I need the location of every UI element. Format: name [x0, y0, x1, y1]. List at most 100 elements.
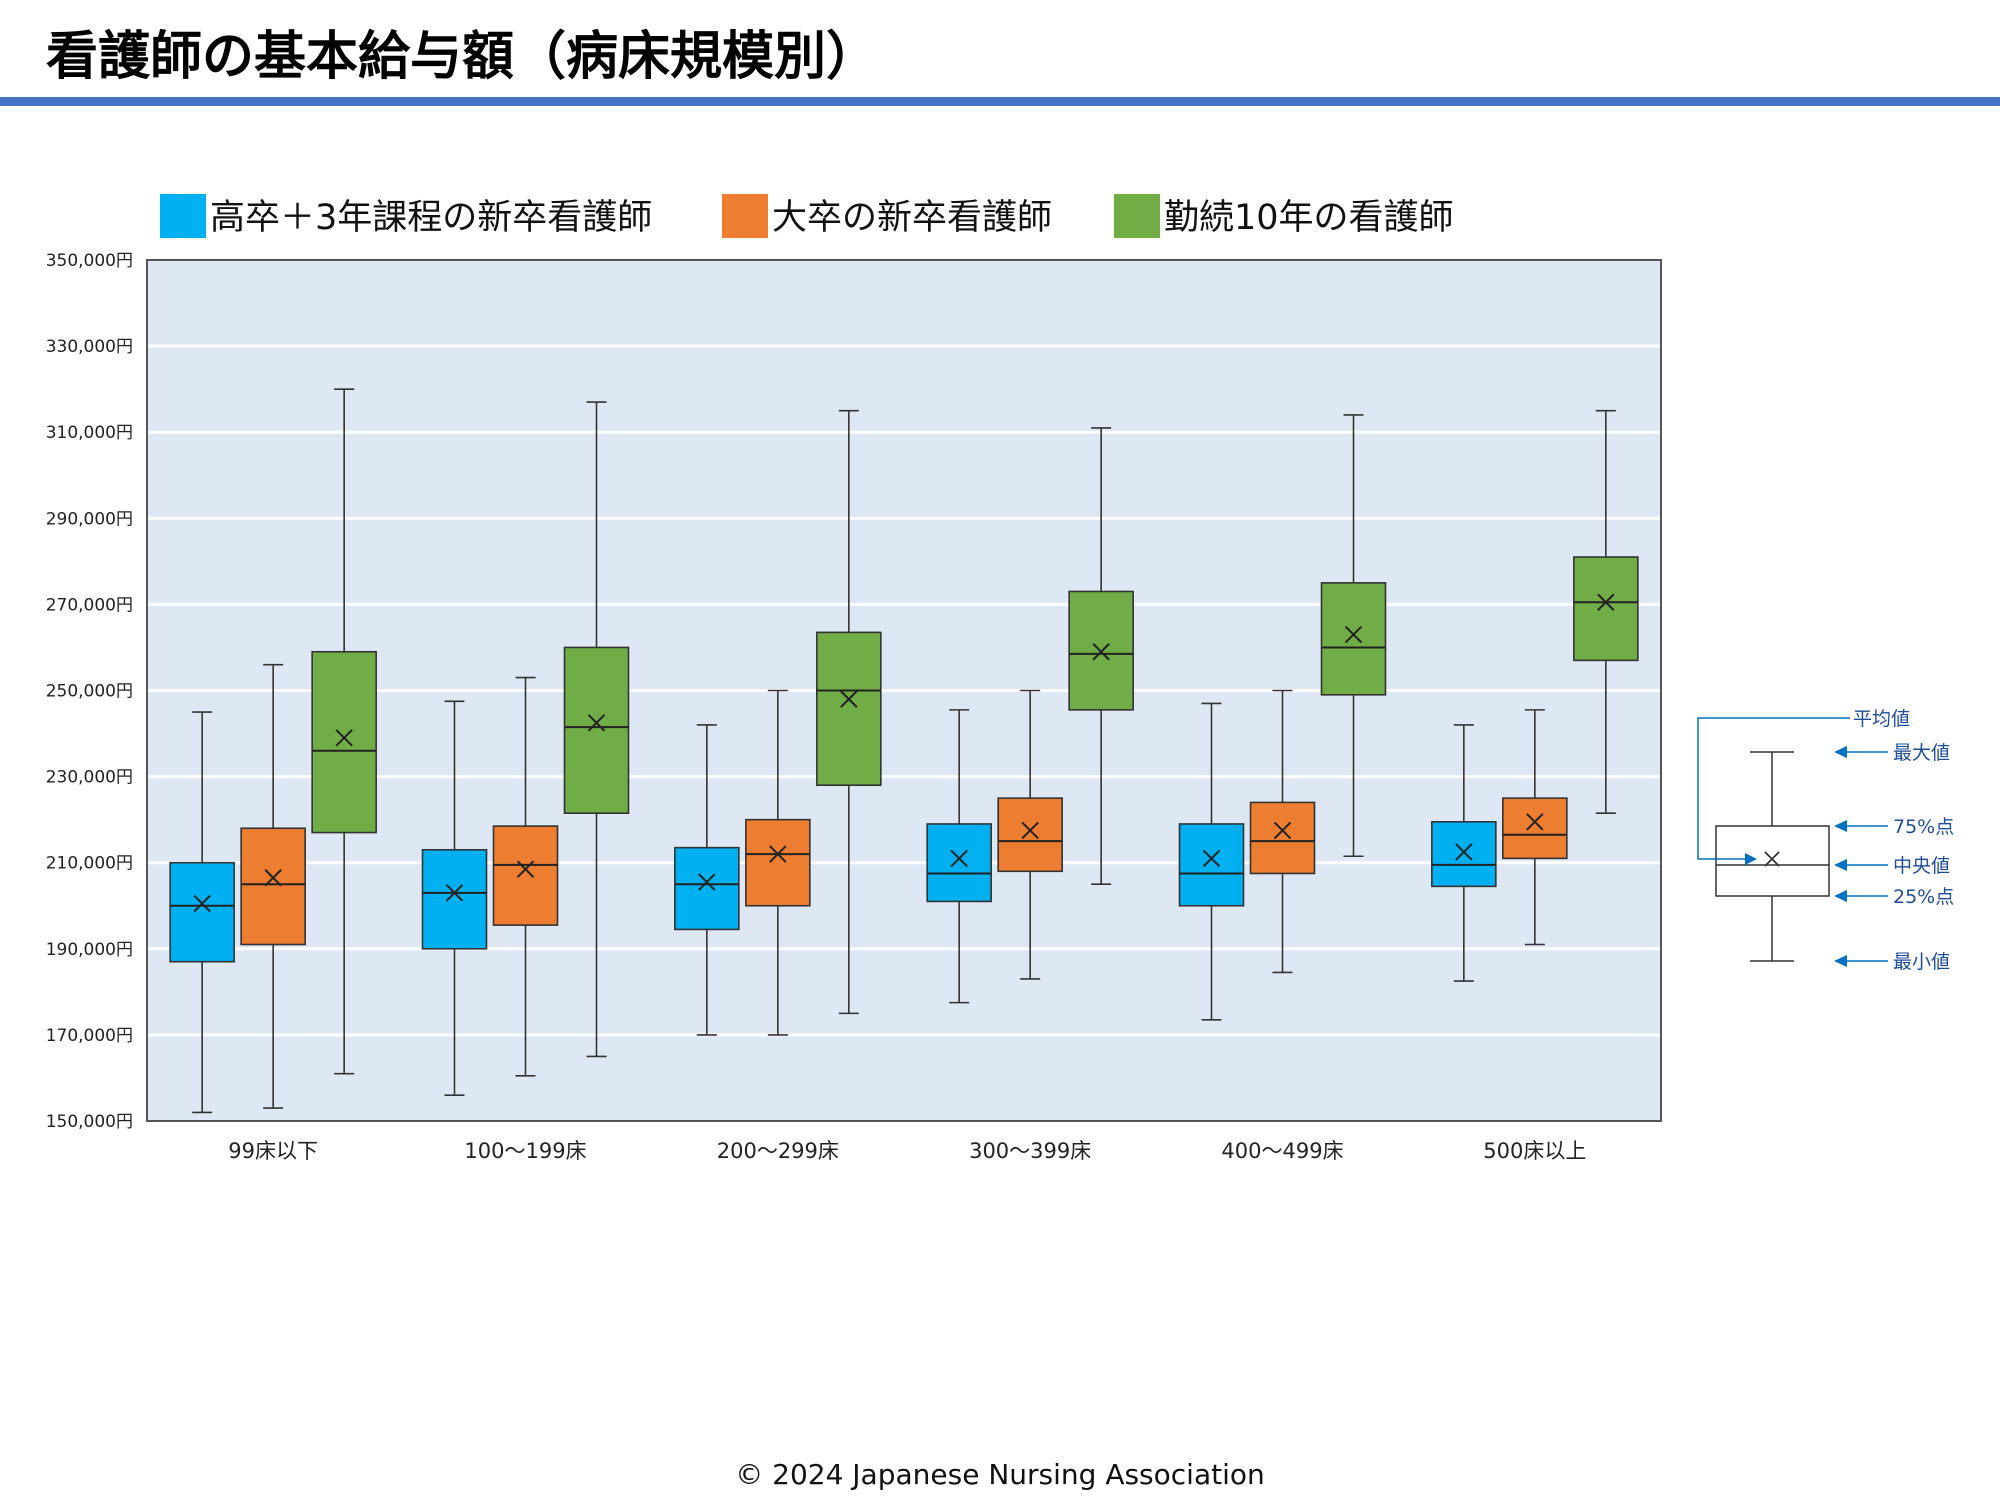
- x-tick-label: 100～199床: [464, 1139, 586, 1163]
- mean-marker: [1597, 593, 1615, 611]
- key-arrowhead-max: [1834, 746, 1847, 758]
- legend-item-1: 高卒＋3年課程の新卒看護師: [160, 194, 652, 238]
- y-tick-label: 250,000円: [46, 682, 133, 702]
- iqr-box: [926, 823, 992, 903]
- key-label-q3: 75%点: [1893, 816, 1954, 838]
- iqr-box: [1249, 801, 1316, 875]
- x-tick-label: 300～399床: [969, 1139, 1091, 1163]
- box-3-6: [1573, 409, 1639, 814]
- key-mean-arrowhead: [1745, 853, 1757, 865]
- boxes: [169, 388, 1639, 1114]
- mean-marker: [1526, 813, 1544, 831]
- box-1-2: [421, 700, 488, 1096]
- iqr-box: [240, 827, 306, 946]
- iqr-box: [492, 825, 559, 926]
- iqr-box: [421, 848, 488, 950]
- mean-marker: [950, 849, 968, 868]
- iqr-box: [1431, 821, 1497, 888]
- x-tick-label: 500床以上: [1483, 1139, 1586, 1163]
- box-1-3: [674, 724, 740, 1036]
- mean-marker: [1455, 843, 1473, 861]
- key-mean-connector: [1697, 717, 1850, 860]
- iqr-box: [997, 797, 1063, 873]
- y-tick-label: 290,000円: [46, 509, 133, 529]
- mean-marker: [1344, 625, 1363, 644]
- page-title: 看護師の基本給与額（病床規模別）: [46, 27, 879, 87]
- mean-marker: [264, 869, 282, 887]
- iqr-box: [1502, 797, 1568, 860]
- legend-label: 勤続10年の看護師: [1164, 198, 1454, 238]
- box-3-1: [311, 388, 377, 1075]
- x-tick-label: 200～299床: [717, 1139, 839, 1163]
- y-tick-label: 270,000円: [46, 595, 133, 615]
- mean-marker: [587, 714, 606, 732]
- iqr-box: [745, 818, 811, 907]
- y-tick-label: 170,000円: [46, 1026, 133, 1046]
- legend-swatch: [160, 194, 206, 238]
- legend-item-3: 勤続10年の看護師: [1114, 194, 1454, 238]
- mean-marker: [335, 729, 353, 747]
- y-tick-label: 210,000円: [46, 854, 133, 874]
- x-axis: 99床以下 100～199床 200～299床 300～399床 400～499床 500…: [228, 1139, 1586, 1163]
- iqr-box: [674, 846, 740, 931]
- box-2-2: [492, 676, 559, 1077]
- box-2-6: [1502, 709, 1568, 946]
- legend-label: 大卒の新卒看護師: [772, 198, 1052, 238]
- box-1-1: [169, 711, 235, 1114]
- iqr-box: [563, 646, 630, 814]
- legend-item-2: 大卒の新卒看護師: [722, 194, 1052, 238]
- key-label-median: 中央値: [1893, 855, 1950, 877]
- key-label-mean: 平均値: [1853, 708, 1910, 730]
- box-3-5: [1320, 414, 1387, 858]
- box-1-4: [926, 709, 992, 1004]
- iqr-box: [311, 650, 377, 834]
- mean-marker: [840, 690, 858, 708]
- x-tick-label: 99床以下: [228, 1139, 318, 1163]
- y-tick-label: 350,000円: [46, 251, 133, 271]
- mean-marker: [1202, 849, 1221, 868]
- mean-marker: [193, 894, 211, 913]
- box-3-3: [816, 409, 882, 1015]
- box-3-2: [563, 401, 630, 1058]
- box-2-4: [997, 689, 1063, 980]
- box-2-5: [1249, 689, 1316, 974]
- key-arrowhead-q3: [1834, 820, 1847, 832]
- y-tick-label: 150,000円: [46, 1112, 133, 1132]
- x-tick-label: 400～499床: [1221, 1139, 1343, 1163]
- y-tick-label: 190,000円: [46, 940, 133, 960]
- key-arrowhead-q1: [1834, 890, 1847, 902]
- key-box: [1715, 825, 1830, 897]
- key-arrowhead-median: [1834, 859, 1847, 871]
- box-1-5: [1178, 702, 1245, 1021]
- mean-marker: [1273, 821, 1292, 840]
- y-tick-label: 310,000円: [46, 423, 133, 443]
- legend-swatch: [1114, 194, 1160, 238]
- legend-label: 高卒＋3年課程の新卒看護師: [210, 198, 652, 238]
- legend: 高卒＋3年課程の新卒看護師 大卒の新卒看護師 勤続10年の看護師: [160, 194, 1454, 238]
- y-tick-label: 330,000円: [46, 337, 133, 357]
- key-label-max: 最大値: [1893, 742, 1950, 764]
- key-mean-marker: [1764, 851, 1780, 867]
- y-axis: 150,000円 170,000円 190,000円 210,000円 230,000円…: [46, 251, 133, 1132]
- mean-marker: [516, 860, 535, 878]
- box-3-4: [1068, 427, 1134, 886]
- box-2-1: [240, 663, 306, 1109]
- iqr-box: [816, 631, 882, 787]
- box-1-6: [1431, 724, 1497, 982]
- y-tick-label: 230,000円: [46, 768, 133, 788]
- key-label-q1: 25%点: [1893, 886, 1954, 908]
- iqr-box: [1178, 823, 1245, 907]
- mean-marker: [1092, 643, 1110, 661]
- box-2-3: [745, 689, 811, 1036]
- mean-marker: [1021, 821, 1039, 840]
- gridlines: [148, 344, 1660, 1037]
- key-label-min: 最小値: [1893, 951, 1950, 973]
- mean-marker: [769, 845, 787, 863]
- title-rule: [0, 97, 2000, 106]
- iqr-box: [169, 861, 235, 963]
- copyright-text: © 2024 Japanese Nursing Association: [735, 1458, 1265, 1491]
- legend-swatch: [722, 194, 768, 238]
- iqr-box: [1320, 582, 1387, 696]
